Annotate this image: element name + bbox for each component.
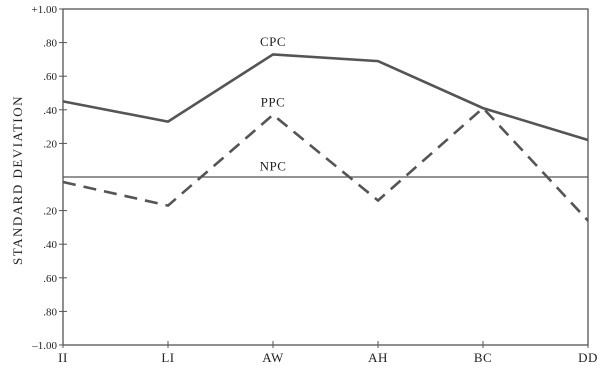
- series-line-ppc: [62, 106, 589, 222]
- x-tick-label: LI: [161, 350, 174, 365]
- series-lines: [62, 53, 589, 222]
- y-axis-label: STANDARD DEVIATION: [10, 95, 25, 265]
- y-tick-label: +1.00: [32, 4, 58, 16]
- y-tick-label: .80: [43, 38, 57, 50]
- x-tick-label: BC: [474, 350, 492, 365]
- y-tick-label: .40: [43, 105, 57, 117]
- series-label-ppc: PPC: [261, 94, 286, 109]
- y-tick-label: .20: [43, 206, 57, 218]
- x-tick-label: II: [58, 350, 68, 365]
- series-label-cpc: CPC: [260, 34, 286, 49]
- series-line-cpc: [62, 53, 589, 142]
- y-tick-label: .60: [43, 71, 57, 83]
- y-ticks: +1.00 .80 .60 .40 .20 .20 .40 .60 .80 –1.00: [31, 4, 67, 352]
- y-tick-label: .40: [43, 239, 57, 251]
- series-labels: CPC PPC NPC: [260, 34, 287, 173]
- x-tick-label: DD: [578, 350, 598, 365]
- x-ticks: II LI AW AH BC DD: [58, 341, 598, 365]
- series-label-npc: NPC: [260, 158, 287, 173]
- y-tick-label: .60: [43, 273, 57, 285]
- y-tick-label: .80: [43, 306, 57, 318]
- x-tick-label: AW: [262, 350, 284, 365]
- y-tick-label: .20: [43, 138, 57, 150]
- y-tick-label: –1.00: [31, 340, 57, 352]
- x-tick-label: AH: [368, 350, 388, 365]
